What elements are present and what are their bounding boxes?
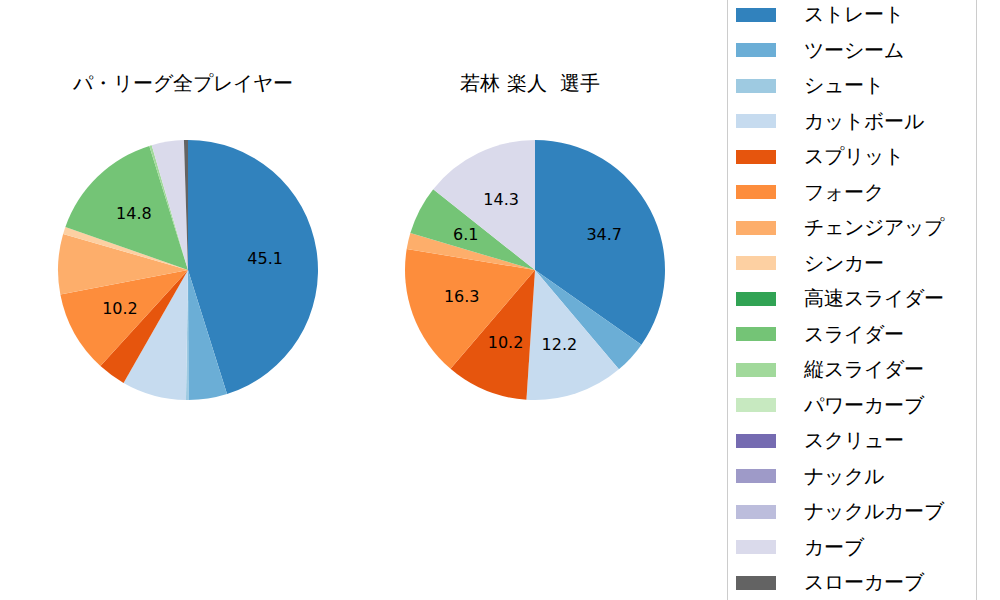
svg-text:14.8: 14.8 — [116, 204, 152, 223]
html-text:スプリット: スプリット — [804, 144, 904, 169]
html-text:パワーカーブ: パワーカーブ — [804, 392, 924, 417]
html-text:スローカーブ: スローカーブ — [804, 570, 924, 595]
html-text:カットボール: カットボール — [804, 108, 924, 133]
svg-text:45.1: 45.1 — [247, 249, 283, 268]
html-text:ナックル: ナックル — [804, 463, 884, 488]
svg-text:34.7: 34.7 — [586, 225, 622, 244]
html-text:スクリュー: スクリュー — [804, 428, 904, 453]
html-text:ツーシーム: ツーシーム — [804, 37, 904, 62]
html-text:フォーク: フォーク — [804, 179, 884, 204]
html-text:パ・リーグ全プレイヤー: パ・リーグ全プレイヤー — [73, 71, 293, 95]
html-text:高速スライダー: 高速スライダー — [804, 286, 944, 311]
svg-text:10.2: 10.2 — [488, 333, 524, 352]
html-text:若林 楽人 選手: 若林 楽人 選手 — [460, 71, 600, 95]
html-text:チェンジアップ: チェンジアップ — [804, 215, 944, 240]
html-text:シンカー: シンカー — [804, 250, 884, 275]
svg-text:16.3: 16.3 — [444, 287, 480, 306]
svg-text:12.2: 12.2 — [542, 335, 578, 354]
html-text:ナックルカーブ: ナックルカーブ — [804, 499, 944, 524]
html-text:ストレート: ストレート — [804, 2, 904, 27]
svg-text:10.2: 10.2 — [102, 299, 138, 318]
html-text:縦スライダー: 縦スライダー — [804, 357, 924, 382]
svg-text:14.3: 14.3 — [483, 190, 519, 209]
html-text:シュート: シュート — [804, 73, 884, 98]
html-text:スライダー: スライダー — [804, 321, 904, 346]
html-text:カーブ: カーブ — [804, 534, 864, 559]
svg-text:6.1: 6.1 — [453, 225, 478, 244]
